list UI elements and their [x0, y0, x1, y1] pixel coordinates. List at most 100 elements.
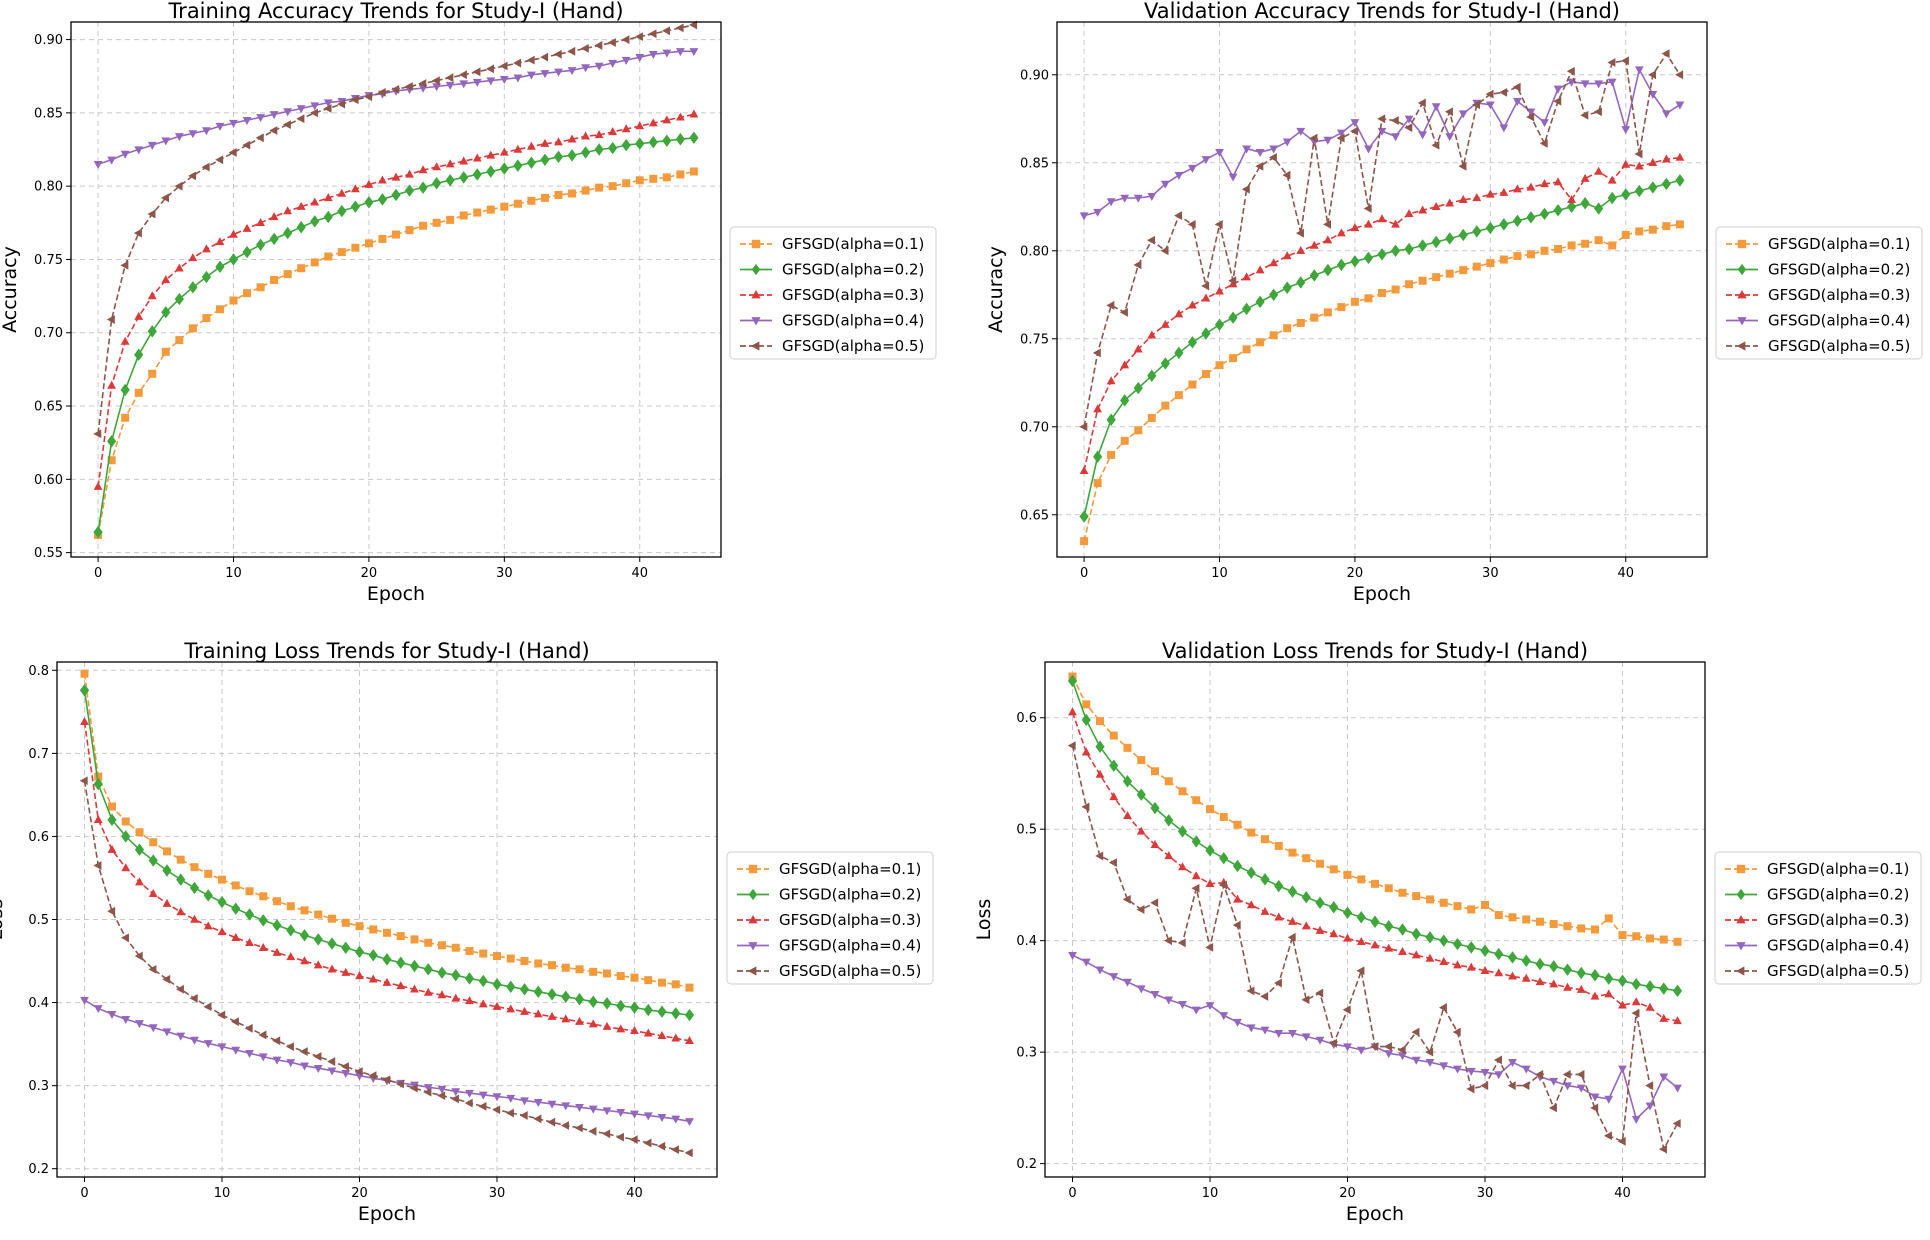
data-point	[1672, 1119, 1681, 1128]
data-point	[1295, 228, 1304, 238]
data-point	[1093, 479, 1102, 488]
y-tick-label: 0.90	[1020, 68, 1049, 83]
data-point	[568, 189, 577, 198]
legend: GFSGD(alpha=0.1) GFSGD(alpha=0.2) GFSGD(al…	[726, 851, 934, 985]
data-point	[1499, 87, 1508, 97]
data-point	[1590, 1103, 1599, 1113]
data-point	[269, 111, 279, 120]
y-tick-label: 0.5	[28, 913, 49, 928]
data-point	[513, 58, 522, 68]
data-point	[1411, 927, 1421, 941]
data-point	[1122, 895, 1131, 904]
data-point	[1425, 1047, 1434, 1057]
series-3	[93, 109, 699, 490]
data-point	[245, 937, 254, 946]
data-point	[1645, 1002, 1655, 1011]
data-point	[1067, 674, 1078, 688]
data-point	[418, 181, 428, 194]
data-point	[300, 906, 309, 915]
data-point	[300, 956, 309, 965]
data-point	[215, 237, 225, 246]
data-point	[202, 244, 211, 253]
data-point	[615, 1132, 624, 1142]
x-tick-label: 30	[496, 566, 513, 581]
data-point	[423, 963, 433, 976]
data-point	[1526, 182, 1536, 191]
data-point	[391, 188, 401, 202]
data-point	[188, 324, 197, 333]
data-point	[201, 162, 210, 172]
data-point	[1549, 960, 1559, 973]
data-point	[1147, 193, 1157, 202]
data-point	[1576, 1070, 1585, 1079]
data-point	[1150, 990, 1160, 999]
data-point	[283, 206, 293, 215]
data-point	[258, 1030, 267, 1040]
data-point	[478, 1101, 487, 1111]
data-point	[341, 1069, 351, 1078]
data-point	[395, 1079, 404, 1089]
data-point	[675, 48, 685, 57]
data-point	[1459, 266, 1468, 275]
data-point	[540, 193, 549, 202]
data-point	[215, 305, 224, 314]
data-point	[485, 64, 494, 74]
data-point	[1095, 740, 1105, 753]
data-point	[147, 291, 157, 300]
data-point	[1260, 873, 1270, 886]
data-point	[432, 83, 442, 92]
data-point	[643, 1028, 653, 1037]
data-point	[1580, 197, 1590, 210]
data-point	[1296, 276, 1306, 289]
data-point	[1648, 70, 1657, 80]
data-point	[256, 218, 265, 227]
legend-label: GFSGD(alpha=0.4)	[782, 312, 924, 330]
data-point	[1411, 950, 1421, 959]
data-point	[1274, 879, 1284, 893]
data-point	[1260, 992, 1269, 1001]
data-point	[1228, 173, 1238, 182]
data-point	[1404, 123, 1413, 132]
x-axis-label: Epoch	[1346, 1203, 1404, 1225]
data-point	[1178, 1001, 1187, 1010]
data-point	[1391, 285, 1400, 294]
data-point	[272, 1036, 281, 1046]
data-point	[337, 248, 346, 257]
data-point	[1093, 450, 1103, 463]
data-point	[1095, 851, 1104, 861]
data-point	[513, 199, 522, 208]
chart-title: Training Accuracy Trends for Study-I (Ha…	[167, 0, 623, 23]
legend-label: GFSGD(alpha=0.4)	[779, 937, 921, 955]
data-point	[671, 1033, 681, 1042]
chart-title: Validation Accuracy Trends for Study-I (…	[1144, 0, 1620, 23]
data-point	[1594, 166, 1604, 175]
data-point	[1485, 221, 1495, 235]
series-1	[80, 669, 694, 992]
legend-label: GFSGD(alpha=0.4)	[1767, 937, 1909, 955]
data-point	[323, 210, 333, 224]
data-point	[1485, 189, 1495, 198]
data-point	[1521, 973, 1531, 982]
data-point	[1646, 934, 1654, 943]
data-point	[174, 133, 184, 142]
data-point	[1288, 848, 1297, 857]
data-point	[1659, 982, 1669, 995]
data-point	[1675, 101, 1685, 110]
legend-label: GFSGD(alpha=0.1)	[779, 860, 921, 878]
data-point	[1593, 107, 1602, 117]
chart-panel-4: 0 10 20 30 40 0.2 0.3 0.4 0.5 0.6 Validation Loss …	[973, 639, 1922, 1225]
data-point	[554, 68, 563, 77]
data-point	[1123, 743, 1132, 752]
data-point	[451, 968, 461, 982]
data-point	[608, 127, 618, 136]
data-point	[1323, 136, 1333, 145]
data-point	[1370, 1042, 1379, 1051]
data-point	[1618, 1000, 1627, 1009]
data-point	[148, 888, 158, 897]
data-point	[1336, 129, 1346, 138]
data-point	[459, 211, 468, 220]
data-point	[424, 938, 433, 947]
data-point	[1673, 937, 1682, 946]
data-point	[217, 1010, 226, 1020]
data-point	[120, 383, 130, 397]
